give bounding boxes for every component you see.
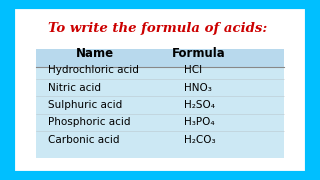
Text: Carbonic acid: Carbonic acid [48,135,120,145]
Text: Formula: Formula [172,47,225,60]
Text: H₂CO₃: H₂CO₃ [184,135,215,145]
Text: HNO₃: HNO₃ [184,82,212,93]
Text: Sulphuric acid: Sulphuric acid [48,100,122,110]
Text: Name: Name [76,47,114,60]
Text: Nitric acid: Nitric acid [48,82,101,93]
Text: Phosphoric acid: Phosphoric acid [48,117,131,127]
FancyBboxPatch shape [36,49,284,158]
FancyBboxPatch shape [36,49,284,67]
Text: Hydrochloric acid: Hydrochloric acid [48,65,139,75]
Text: To write the formula of acids:: To write the formula of acids: [48,22,268,35]
Text: H₂SO₄: H₂SO₄ [184,100,214,110]
Text: HCl: HCl [184,65,202,75]
Text: H₃PO₄: H₃PO₄ [184,117,214,127]
